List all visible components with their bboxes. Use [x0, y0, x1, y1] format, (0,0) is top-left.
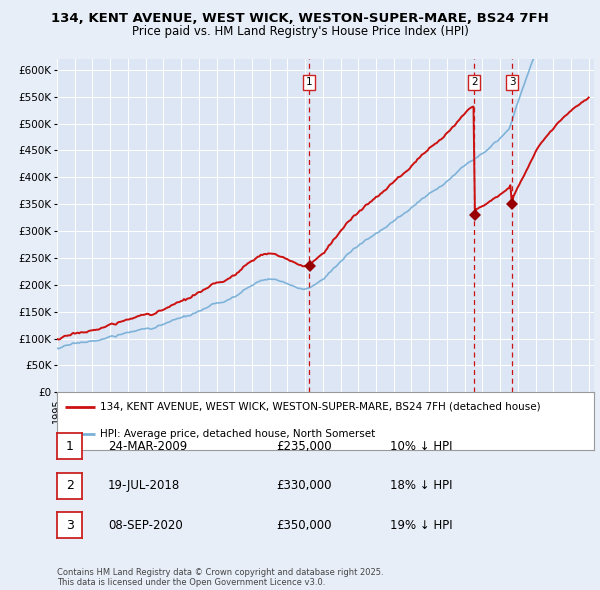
- Text: 10% ↓ HPI: 10% ↓ HPI: [390, 440, 452, 453]
- Text: 3: 3: [509, 77, 515, 87]
- Text: 08-SEP-2020: 08-SEP-2020: [108, 519, 183, 532]
- Text: 134, KENT AVENUE, WEST WICK, WESTON-SUPER-MARE, BS24 7FH: 134, KENT AVENUE, WEST WICK, WESTON-SUPE…: [51, 12, 549, 25]
- Text: 2: 2: [65, 479, 74, 492]
- Text: 19% ↓ HPI: 19% ↓ HPI: [390, 519, 452, 532]
- Text: 1: 1: [306, 77, 313, 87]
- Text: Price paid vs. HM Land Registry's House Price Index (HPI): Price paid vs. HM Land Registry's House …: [131, 25, 469, 38]
- Text: £350,000: £350,000: [276, 519, 331, 532]
- Text: 18% ↓ HPI: 18% ↓ HPI: [390, 479, 452, 492]
- Text: 2: 2: [471, 77, 478, 87]
- Text: 3: 3: [65, 519, 74, 532]
- Text: 1: 1: [65, 440, 74, 453]
- Text: £330,000: £330,000: [276, 479, 331, 492]
- Text: HPI: Average price, detached house, North Somerset: HPI: Average price, detached house, Nort…: [100, 429, 375, 439]
- Text: 134, KENT AVENUE, WEST WICK, WESTON-SUPER-MARE, BS24 7FH (detached house): 134, KENT AVENUE, WEST WICK, WESTON-SUPE…: [100, 402, 541, 412]
- Text: 24-MAR-2009: 24-MAR-2009: [108, 440, 187, 453]
- Text: 19-JUL-2018: 19-JUL-2018: [108, 479, 180, 492]
- Text: Contains HM Land Registry data © Crown copyright and database right 2025.
This d: Contains HM Land Registry data © Crown c…: [57, 568, 383, 587]
- Text: £235,000: £235,000: [276, 440, 332, 453]
